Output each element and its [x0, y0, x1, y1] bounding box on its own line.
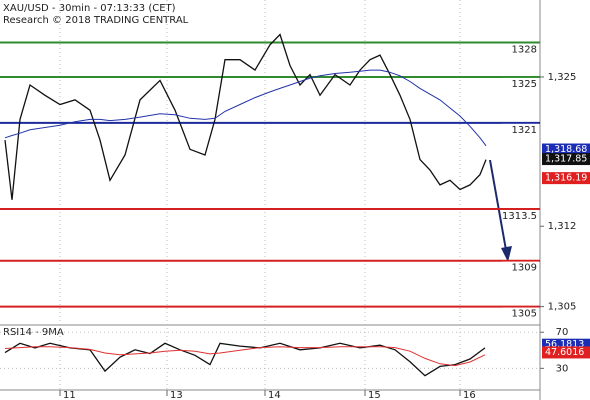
- price-label: 1,318.68: [545, 144, 587, 155]
- level-label-bg: [502, 261, 539, 273]
- series-line: [4, 346, 486, 367]
- x-tick-label: 13: [170, 390, 183, 400]
- y-tick-label: 70: [556, 327, 569, 338]
- x-tick-label: 16: [463, 390, 476, 400]
- level-label-bg: [502, 210, 539, 222]
- y-tick-label: 1,312: [548, 221, 577, 232]
- level-label: 1313.5: [502, 211, 537, 222]
- level-label: 1305: [512, 309, 537, 320]
- chart-subtitle: Research © 2018 TRADING CENTRAL: [3, 15, 189, 26]
- price-label-box: [542, 172, 590, 185]
- y-tick-label: 1,325: [548, 72, 577, 83]
- rsi-title: RSI14 - 9MA: [3, 327, 64, 338]
- level-label: 1321: [512, 125, 537, 136]
- x-tick-label: 11: [63, 390, 76, 400]
- level-label-bg: [502, 43, 539, 55]
- level-label: 1328: [512, 44, 537, 55]
- price-label: 56.1813: [545, 339, 584, 350]
- price-label-box: [542, 143, 590, 156]
- x-tick-label: 14: [268, 390, 281, 400]
- level-label: 1309: [512, 263, 537, 274]
- price-label-box: [542, 346, 590, 359]
- y-tick-label: 30: [556, 363, 569, 374]
- price-label: 47.6016: [545, 347, 584, 358]
- y-tick-label: 1,305: [548, 302, 577, 313]
- price-label: 1,317.85: [545, 154, 587, 165]
- level-label-bg: [502, 123, 539, 135]
- level-label-bg: [502, 307, 539, 319]
- x-tick-label: 15: [368, 390, 381, 400]
- level-label: 1325: [512, 79, 537, 90]
- forecast-arrow: [489, 159, 512, 262]
- level-label-bg: [502, 77, 539, 89]
- series-line: [4, 33, 487, 200]
- chart-title: XAU/USD - 30min - 07:13:33 (CET): [3, 3, 176, 14]
- price-label-box: [542, 153, 590, 166]
- price-label: 1,316.19: [545, 173, 587, 184]
- series-line: [4, 69, 487, 147]
